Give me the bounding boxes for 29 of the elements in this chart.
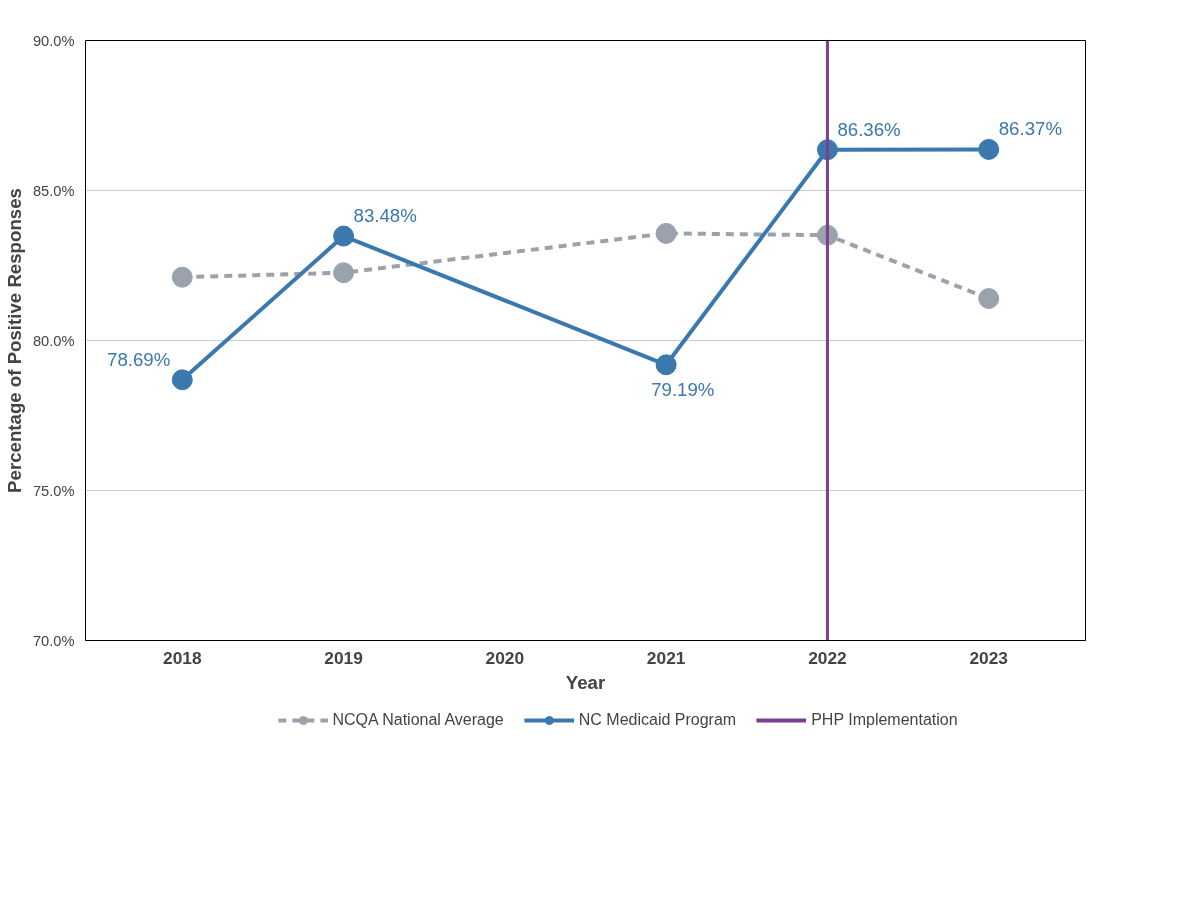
legend-label: PHP Implementation: [811, 711, 958, 729]
y-tick-label: 80.0%: [32, 332, 75, 349]
point: [978, 288, 1000, 309]
data-label: 86.37%: [998, 118, 1063, 140]
point: [978, 138, 1000, 160]
x-tick-label: 2023: [969, 647, 1009, 668]
point: [655, 354, 677, 376]
data-label: 79.19%: [651, 378, 715, 400]
x-axis-title: Year: [565, 671, 606, 693]
legend-label: NCQA National Average: [332, 711, 504, 729]
point: [333, 262, 355, 284]
point: [171, 266, 193, 288]
y-tick-label: 75.0%: [32, 482, 75, 499]
data-label: 78.69%: [107, 348, 171, 370]
x-tick-label: 2022: [808, 647, 847, 668]
point: [171, 369, 193, 391]
point: [333, 225, 355, 247]
x-tick-label: 2018: [163, 647, 202, 668]
y-tick-label: 90.0%: [32, 32, 75, 49]
x-tick-label: 2019: [324, 647, 363, 668]
data-label: 86.36%: [837, 118, 901, 140]
y-tick-label: 85.0%: [32, 182, 75, 199]
point: [655, 222, 677, 244]
x-tick-label: 2021: [646, 647, 686, 668]
legend-label: NC Medicaid Program: [578, 711, 737, 729]
y-tick-label: 70.0%: [32, 632, 75, 649]
y-axis-title: Percentage of Positive Responses: [3, 188, 25, 493]
data-label: 83.48%: [353, 205, 417, 227]
x-tick-label: 2020: [485, 647, 525, 668]
